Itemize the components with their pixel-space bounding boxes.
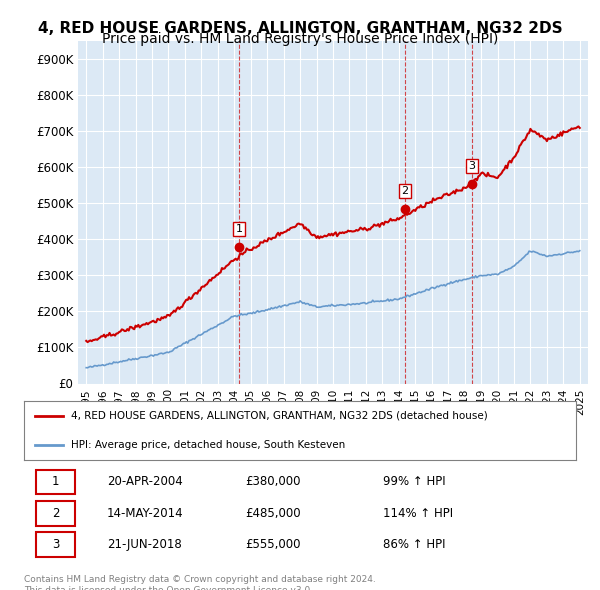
FancyBboxPatch shape [36,470,75,494]
Text: Contains HM Land Registry data © Crown copyright and database right 2024.
This d: Contains HM Land Registry data © Crown c… [24,575,376,590]
Text: 3: 3 [52,538,59,551]
Text: 21-JUN-2018: 21-JUN-2018 [107,538,182,551]
Text: 99% ↑ HPI: 99% ↑ HPI [383,476,445,489]
Text: 14-MAY-2014: 14-MAY-2014 [107,507,184,520]
Text: 1: 1 [236,224,242,234]
Text: 4, RED HOUSE GARDENS, ALLINGTON, GRANTHAM, NG32 2DS (detached house): 4, RED HOUSE GARDENS, ALLINGTON, GRANTHA… [71,411,488,421]
Text: HPI: Average price, detached house, South Kesteven: HPI: Average price, detached house, Sout… [71,441,345,450]
Text: 114% ↑ HPI: 114% ↑ HPI [383,507,453,520]
Text: £555,000: £555,000 [245,538,301,551]
Text: 2: 2 [52,507,59,520]
Text: £485,000: £485,000 [245,507,301,520]
Text: 4, RED HOUSE GARDENS, ALLINGTON, GRANTHAM, NG32 2DS: 4, RED HOUSE GARDENS, ALLINGTON, GRANTHA… [38,21,562,35]
FancyBboxPatch shape [36,501,75,526]
Text: Price paid vs. HM Land Registry's House Price Index (HPI): Price paid vs. HM Land Registry's House … [102,32,498,47]
Text: 20-APR-2004: 20-APR-2004 [107,476,182,489]
FancyBboxPatch shape [36,533,75,557]
Text: 86% ↑ HPI: 86% ↑ HPI [383,538,445,551]
Text: £380,000: £380,000 [245,476,301,489]
Text: 3: 3 [469,161,476,171]
Text: 1: 1 [52,476,59,489]
Text: 2: 2 [401,186,409,196]
